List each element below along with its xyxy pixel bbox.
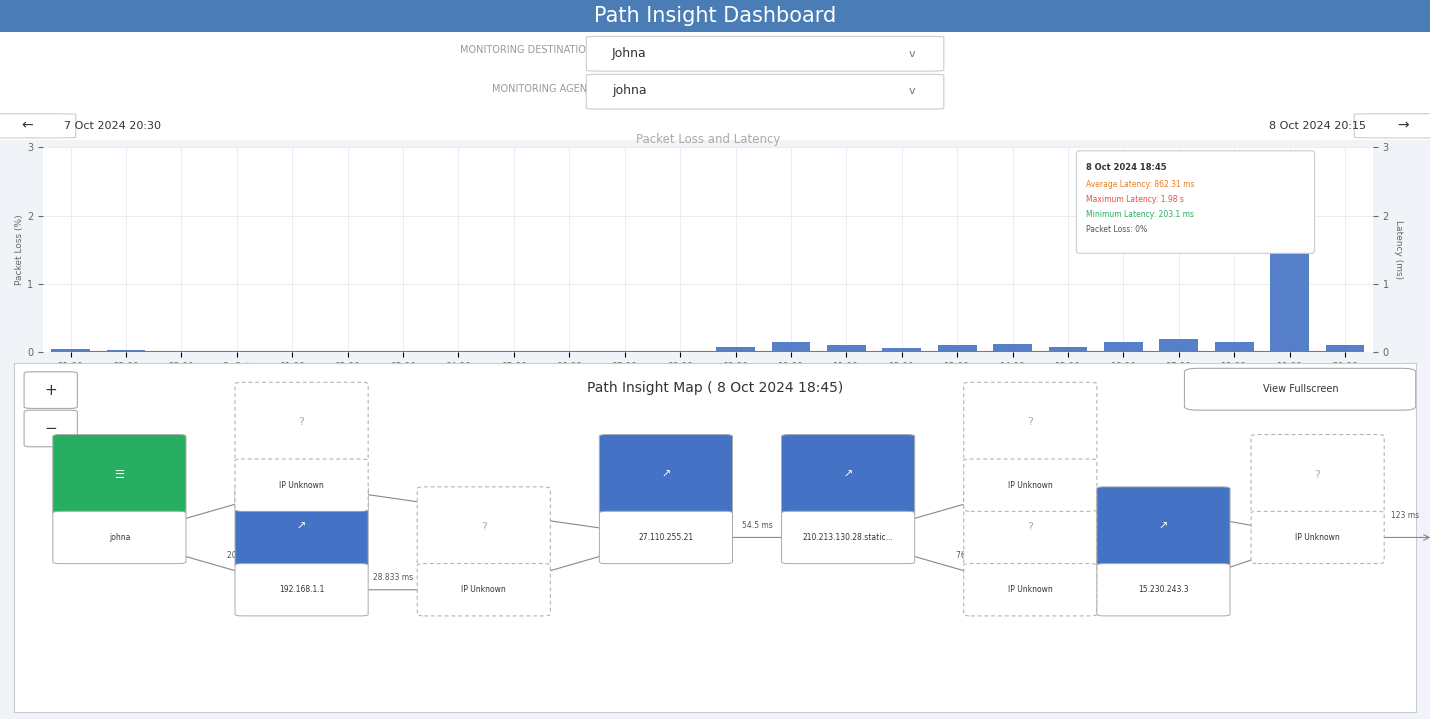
Bar xyxy=(1104,342,1143,352)
Text: ?: ? xyxy=(1314,470,1320,480)
Y-axis label: Packet Loss (%): Packet Loss (%) xyxy=(16,214,24,285)
Text: johna: johna xyxy=(612,84,646,97)
Text: Maximum Latency: 1.98 s: Maximum Latency: 1.98 s xyxy=(1085,195,1184,203)
Text: 730 ms: 730 ms xyxy=(1188,497,1217,506)
Text: 28.833 ms: 28.833 ms xyxy=(373,573,413,582)
Title: Packet Loss and Latency: Packet Loss and Latency xyxy=(636,133,779,146)
Text: ↗: ↗ xyxy=(1158,522,1168,532)
Text: 15.230.243.3: 15.230.243.3 xyxy=(1138,585,1188,595)
Text: 54.5 ms: 54.5 ms xyxy=(742,521,772,530)
FancyBboxPatch shape xyxy=(1354,114,1430,138)
FancyBboxPatch shape xyxy=(964,487,1097,567)
Text: Path Insight Map ( 8 Oct 2024 18:45): Path Insight Map ( 8 Oct 2024 18:45) xyxy=(586,380,844,395)
Text: ↗: ↗ xyxy=(661,470,671,480)
Bar xyxy=(994,344,1032,352)
FancyBboxPatch shape xyxy=(418,487,551,567)
Text: ↗: ↗ xyxy=(297,522,306,532)
Text: 123 ms: 123 ms xyxy=(1391,511,1419,520)
Text: 27.110.255.21: 27.110.255.21 xyxy=(638,533,694,542)
FancyBboxPatch shape xyxy=(24,410,77,446)
FancyBboxPatch shape xyxy=(235,487,368,567)
FancyBboxPatch shape xyxy=(235,564,368,616)
FancyBboxPatch shape xyxy=(1251,434,1384,515)
FancyBboxPatch shape xyxy=(586,74,944,109)
Legend: Average Latency, Packet Loss: Average Latency, Packet Loss xyxy=(591,374,825,392)
Bar xyxy=(827,346,865,352)
FancyBboxPatch shape xyxy=(1184,368,1416,410)
FancyBboxPatch shape xyxy=(964,564,1097,616)
Text: 192.168.1.1: 192.168.1.1 xyxy=(279,585,325,595)
Bar xyxy=(1270,161,1308,352)
FancyBboxPatch shape xyxy=(235,459,368,511)
Text: ?: ? xyxy=(1027,417,1034,427)
Text: v: v xyxy=(909,86,915,96)
Text: IP Unknown: IP Unknown xyxy=(462,585,506,595)
Y-axis label: Latency (ms): Latency (ms) xyxy=(1394,220,1403,280)
Text: IP Unknown: IP Unknown xyxy=(1008,585,1052,595)
Text: MONITORING DESTINATION: MONITORING DESTINATION xyxy=(460,45,593,55)
Text: 8 Oct 2024 18:45: 8 Oct 2024 18:45 xyxy=(1085,163,1167,173)
Text: ☰: ☰ xyxy=(114,470,124,480)
Text: ↗: ↗ xyxy=(844,470,852,480)
Bar xyxy=(51,349,90,352)
FancyBboxPatch shape xyxy=(1097,487,1230,567)
Bar xyxy=(107,350,146,352)
FancyBboxPatch shape xyxy=(53,434,186,515)
Text: 41.75 ms: 41.75 ms xyxy=(490,496,526,505)
FancyBboxPatch shape xyxy=(964,383,1097,462)
Text: MONITORING AGENT: MONITORING AGENT xyxy=(492,84,593,94)
Text: IP Unknown: IP Unknown xyxy=(1296,533,1340,542)
FancyBboxPatch shape xyxy=(418,564,551,616)
Text: Path Insight Dashboard: Path Insight Dashboard xyxy=(593,6,837,26)
Text: 20.333 ms: 20.333 ms xyxy=(227,551,267,560)
Text: Average Latency: 862.31 ms: Average Latency: 862.31 ms xyxy=(1085,180,1194,189)
Text: v: v xyxy=(909,49,915,59)
FancyBboxPatch shape xyxy=(599,434,732,515)
Text: View Fullscreen: View Fullscreen xyxy=(1263,384,1338,394)
FancyBboxPatch shape xyxy=(24,372,77,408)
Text: 76.056 ms: 76.056 ms xyxy=(957,551,997,560)
Text: ?: ? xyxy=(1027,522,1034,532)
FancyBboxPatch shape xyxy=(53,511,186,564)
FancyBboxPatch shape xyxy=(1077,151,1314,253)
Text: Packet Loss: 0%: Packet Loss: 0% xyxy=(1085,225,1147,234)
Bar xyxy=(1216,342,1254,352)
Text: Johna: Johna xyxy=(612,47,646,60)
Text: ←: ← xyxy=(21,119,33,133)
FancyBboxPatch shape xyxy=(599,511,732,564)
FancyBboxPatch shape xyxy=(235,383,368,462)
Bar xyxy=(938,346,977,352)
Bar xyxy=(1160,339,1198,352)
Text: IP Unknown: IP Unknown xyxy=(279,480,325,490)
FancyBboxPatch shape xyxy=(782,434,915,515)
Text: −: − xyxy=(44,421,57,436)
Text: +: + xyxy=(44,383,57,398)
FancyBboxPatch shape xyxy=(1251,511,1384,564)
FancyBboxPatch shape xyxy=(586,37,944,71)
Text: ?: ? xyxy=(299,417,305,427)
Text: ?: ? xyxy=(480,522,486,532)
FancyBboxPatch shape xyxy=(964,459,1097,511)
Bar xyxy=(772,342,811,352)
Text: 8 Oct 2024 20:15: 8 Oct 2024 20:15 xyxy=(1268,121,1366,131)
Bar xyxy=(716,347,755,352)
Text: 7 Oct 2024 20:30: 7 Oct 2024 20:30 xyxy=(64,121,162,131)
Bar xyxy=(882,348,921,352)
Text: 668: 668 xyxy=(1194,552,1208,561)
Text: →: → xyxy=(1397,119,1409,133)
FancyBboxPatch shape xyxy=(0,114,76,138)
Text: Minimum Latency: 203.1 ms: Minimum Latency: 203.1 ms xyxy=(1085,210,1194,219)
Bar xyxy=(1048,347,1087,352)
Text: IP Unknown: IP Unknown xyxy=(1008,480,1052,490)
FancyBboxPatch shape xyxy=(1097,564,1230,616)
Text: johna: johna xyxy=(109,533,130,542)
Text: 210.213.130.28.static...: 210.213.130.28.static... xyxy=(802,533,894,542)
Bar xyxy=(1326,346,1364,352)
FancyBboxPatch shape xyxy=(782,511,915,564)
